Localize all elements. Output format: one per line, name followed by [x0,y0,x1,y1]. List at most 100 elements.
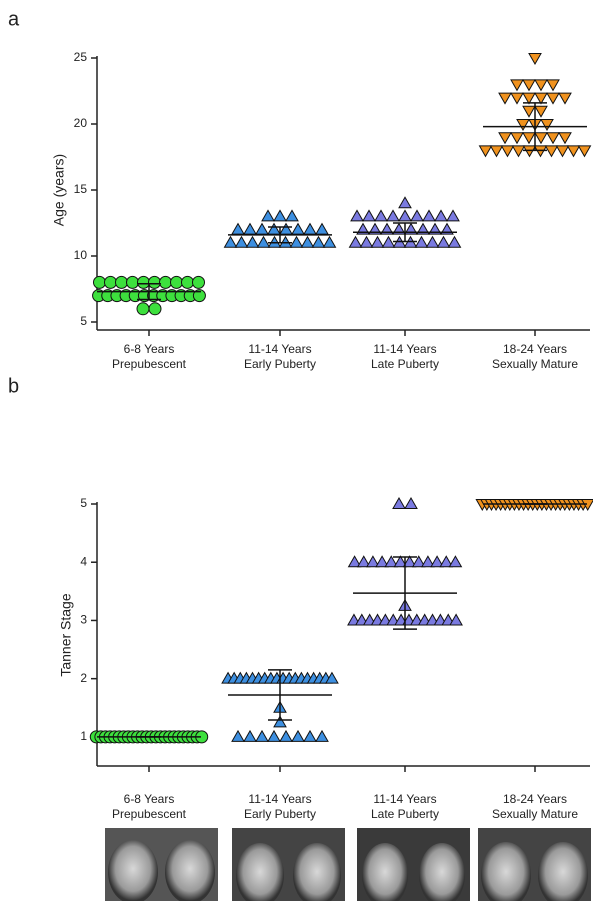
point [348,235,363,248]
point [404,496,418,509]
face [108,840,158,901]
point [522,132,536,145]
point [448,555,463,568]
point [159,275,172,289]
face [481,842,531,901]
point [416,222,430,235]
x-tick-label: Prepubescent [112,357,187,371]
point [362,209,376,222]
point [231,222,245,235]
point [255,222,269,235]
point [148,302,162,316]
point [540,119,554,132]
point [291,222,305,235]
y-tick-label: 5 [80,314,87,328]
point [421,555,435,568]
point [392,222,406,235]
point [223,235,238,248]
point [534,79,548,92]
x-tick-label: 11-14 Years [248,792,311,806]
point [534,132,548,145]
point [181,275,194,289]
point [449,613,463,626]
point [511,145,526,158]
x-tick-label: Late Puberty [371,357,439,371]
point [115,275,128,289]
point [434,209,448,222]
photos [105,828,591,901]
point [315,729,329,742]
point [93,275,106,289]
y-tick-label: 15 [74,182,88,196]
point [267,222,281,235]
x-tick-label: 11-14 Years [373,342,436,356]
point [402,555,417,568]
y-tick-label: 4 [80,554,87,568]
x-tick-label: Prepubescent [112,807,187,821]
y-tick-label: 3 [80,613,87,627]
point [534,105,548,118]
point [289,235,304,248]
face [293,843,341,901]
y-tick-label: 2 [80,671,87,685]
point [510,132,524,145]
point [359,235,374,248]
x-tick-label: Late Puberty [371,807,439,821]
point [498,132,512,145]
point [245,235,260,248]
x-tick-label: 6-8 Years [124,792,175,806]
point [546,132,560,145]
point [137,275,150,289]
point [428,222,442,235]
point [439,555,454,568]
point [231,729,245,742]
y-axis-label: Tanner Stage [58,593,74,676]
point [273,209,287,222]
point [291,729,305,742]
y-axis-label: Age (years) [51,154,67,226]
x-tick-label: Early Puberty [244,807,316,821]
point [356,222,370,235]
point [366,555,380,568]
point [440,222,454,235]
point [577,145,592,158]
point [398,209,412,222]
point [279,222,293,235]
point [243,222,257,235]
x-tick-label: Early Puberty [244,357,316,371]
point [192,275,205,289]
point [384,555,399,568]
point [544,145,559,158]
point [478,145,493,158]
point [104,275,117,289]
panel-label: b [8,375,19,397]
point [447,235,462,248]
point [566,145,581,158]
point [285,209,299,222]
point [411,555,426,568]
point [311,235,326,248]
point [558,132,572,145]
face [538,842,588,901]
point [136,302,150,316]
x-tick-label: 6-8 Years [124,342,175,356]
point [325,671,339,684]
point [347,555,362,568]
point [243,729,257,742]
point [500,145,515,158]
point [422,209,436,222]
y-tick-label: 25 [74,50,88,64]
point [446,209,460,222]
point [430,555,444,568]
point [126,275,139,289]
point [148,275,161,289]
point [350,209,364,222]
face [362,843,408,901]
point [375,555,389,568]
point [392,496,406,509]
point [522,79,536,92]
point [546,92,560,105]
point [370,235,385,248]
